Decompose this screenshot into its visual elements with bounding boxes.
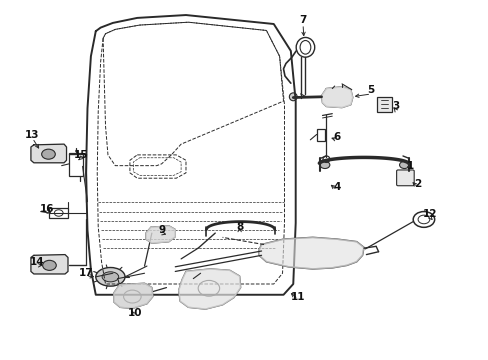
Polygon shape xyxy=(31,144,66,163)
Circle shape xyxy=(399,161,408,168)
Ellipse shape xyxy=(96,267,125,286)
Circle shape xyxy=(42,260,56,270)
Text: 13: 13 xyxy=(25,130,40,140)
Bar xyxy=(69,153,82,176)
Text: 12: 12 xyxy=(422,209,436,219)
Text: 7: 7 xyxy=(299,15,306,26)
FancyBboxPatch shape xyxy=(376,97,391,112)
Polygon shape xyxy=(321,87,352,108)
Text: 15: 15 xyxy=(74,150,88,160)
Text: 10: 10 xyxy=(127,308,142,318)
Text: 17: 17 xyxy=(79,268,93,278)
Polygon shape xyxy=(259,237,363,269)
Text: 1: 1 xyxy=(406,161,413,171)
Circle shape xyxy=(41,149,55,159)
Ellipse shape xyxy=(289,93,297,101)
Text: 16: 16 xyxy=(40,204,54,214)
Polygon shape xyxy=(178,269,240,309)
Text: 11: 11 xyxy=(290,292,305,302)
Text: 5: 5 xyxy=(367,85,374,95)
Bar xyxy=(49,208,68,218)
Text: 9: 9 xyxy=(158,225,165,235)
Circle shape xyxy=(320,161,329,168)
Text: 4: 4 xyxy=(333,182,340,192)
Text: 14: 14 xyxy=(30,257,44,267)
Polygon shape xyxy=(146,226,175,243)
Polygon shape xyxy=(114,283,153,309)
Text: 2: 2 xyxy=(413,179,420,189)
Ellipse shape xyxy=(102,272,119,282)
FancyBboxPatch shape xyxy=(396,170,413,186)
Text: 6: 6 xyxy=(333,132,340,142)
Polygon shape xyxy=(31,255,68,274)
Text: 3: 3 xyxy=(391,102,399,112)
Text: 8: 8 xyxy=(236,222,243,231)
